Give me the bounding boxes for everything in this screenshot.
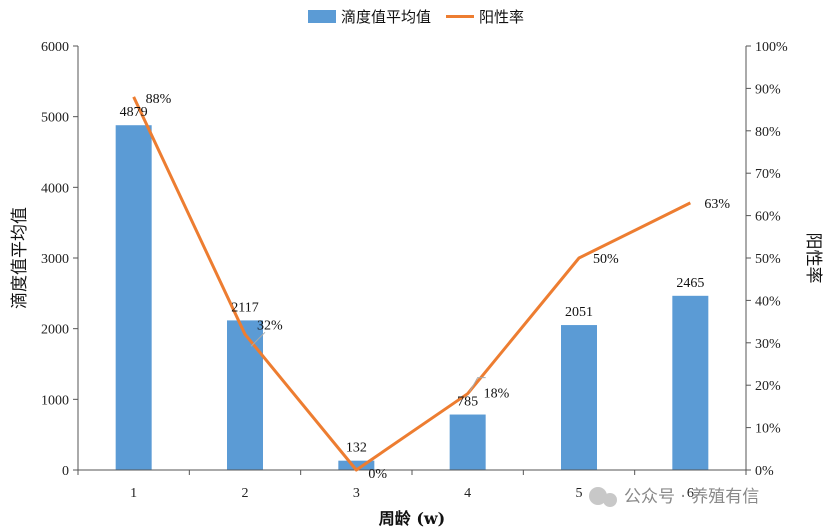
leader-line bbox=[469, 377, 486, 392]
line-data-label: 0% bbox=[368, 467, 387, 482]
y2-tick-label: 50% bbox=[755, 252, 781, 267]
y2-tick-label: 80% bbox=[755, 125, 781, 140]
x-tick-label: 3 bbox=[353, 486, 360, 501]
y-tick-label: 0 bbox=[62, 464, 69, 479]
legend-swatch-bar bbox=[308, 10, 336, 23]
y2-axis-title: 阳性率 bbox=[803, 233, 823, 284]
y-tick-label: 3000 bbox=[41, 252, 69, 267]
bar-data-label: 2051 bbox=[565, 305, 593, 320]
x-tick-label: 4 bbox=[464, 486, 471, 501]
y-axis-title: 滴度值平均值 bbox=[10, 207, 30, 309]
x-tick-label: 2 bbox=[242, 486, 249, 501]
y2-tick-label: 90% bbox=[755, 82, 781, 97]
y2-tick-label: 10% bbox=[755, 422, 781, 437]
bar bbox=[338, 460, 375, 470]
y-tick-label: 4000 bbox=[41, 181, 69, 196]
bar bbox=[449, 414, 486, 470]
line-data-label: 50% bbox=[593, 252, 619, 267]
bar bbox=[561, 325, 597, 470]
bar-data-label: 2117 bbox=[231, 300, 258, 315]
line-data-label: 32% bbox=[257, 318, 283, 333]
y-tick-label: 6000 bbox=[41, 40, 69, 55]
y2-tick-label: 70% bbox=[755, 167, 781, 182]
bar-data-label: 2465 bbox=[676, 276, 704, 291]
line-series bbox=[132, 96, 691, 472]
legend-label-bar: 滴度值平均值 bbox=[341, 8, 431, 26]
bar-data-label: 785 bbox=[457, 395, 478, 410]
x-tick-label: 1 bbox=[130, 486, 137, 501]
line-data-label: 63% bbox=[704, 197, 730, 212]
plot-area: 01000200030004000500060000%10%20%30%40%5… bbox=[41, 40, 788, 501]
y-tick-label: 5000 bbox=[41, 111, 69, 126]
y-tick-label: 2000 bbox=[41, 323, 69, 338]
leader-line bbox=[250, 331, 266, 347]
bar bbox=[115, 125, 152, 470]
legend: 滴度值平均值 阳性率 bbox=[308, 8, 524, 26]
watermark-text: 公众号 · 养殖有信 bbox=[624, 487, 759, 507]
x-tick-label: 6 bbox=[687, 486, 694, 501]
line-data-label: 88% bbox=[146, 92, 172, 107]
bar bbox=[672, 295, 709, 470]
watermark: 公众号 · 养殖有信 bbox=[589, 487, 759, 507]
y2-tick-label: 20% bbox=[755, 379, 781, 394]
wechat-icon-small bbox=[603, 493, 617, 507]
x-tick-label: 5 bbox=[576, 486, 583, 501]
y-tick-label: 1000 bbox=[41, 393, 69, 408]
y2-tick-label: 100% bbox=[755, 40, 788, 55]
bar bbox=[227, 320, 263, 470]
y2-tick-label: 60% bbox=[755, 210, 781, 225]
legend-label-line: 阳性率 bbox=[479, 8, 524, 26]
x-axis-title: 周龄 (w) bbox=[379, 509, 446, 528]
line-data-label: 18% bbox=[484, 387, 510, 402]
wechat-icon bbox=[589, 487, 607, 505]
bar-data-label: 132 bbox=[346, 441, 367, 456]
y2-tick-label: 0% bbox=[755, 464, 774, 479]
bar-data-label: 4879 bbox=[120, 105, 148, 120]
y2-tick-label: 40% bbox=[755, 294, 781, 309]
y2-tick-label: 30% bbox=[755, 337, 781, 352]
